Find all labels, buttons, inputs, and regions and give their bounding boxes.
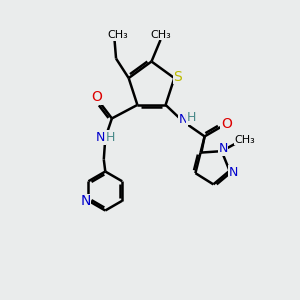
Text: N: N xyxy=(218,142,228,155)
Text: N: N xyxy=(178,113,188,126)
Text: H: H xyxy=(106,131,116,144)
Text: CH₃: CH₃ xyxy=(234,135,255,145)
Text: O: O xyxy=(92,90,102,104)
Text: N: N xyxy=(80,194,91,208)
Text: CH₃: CH₃ xyxy=(108,30,128,40)
Text: CH₃: CH₃ xyxy=(151,29,172,40)
Text: O: O xyxy=(221,117,232,131)
Text: N: N xyxy=(229,166,238,179)
Text: H: H xyxy=(187,111,196,124)
Text: N: N xyxy=(96,131,106,144)
Text: S: S xyxy=(174,70,182,84)
